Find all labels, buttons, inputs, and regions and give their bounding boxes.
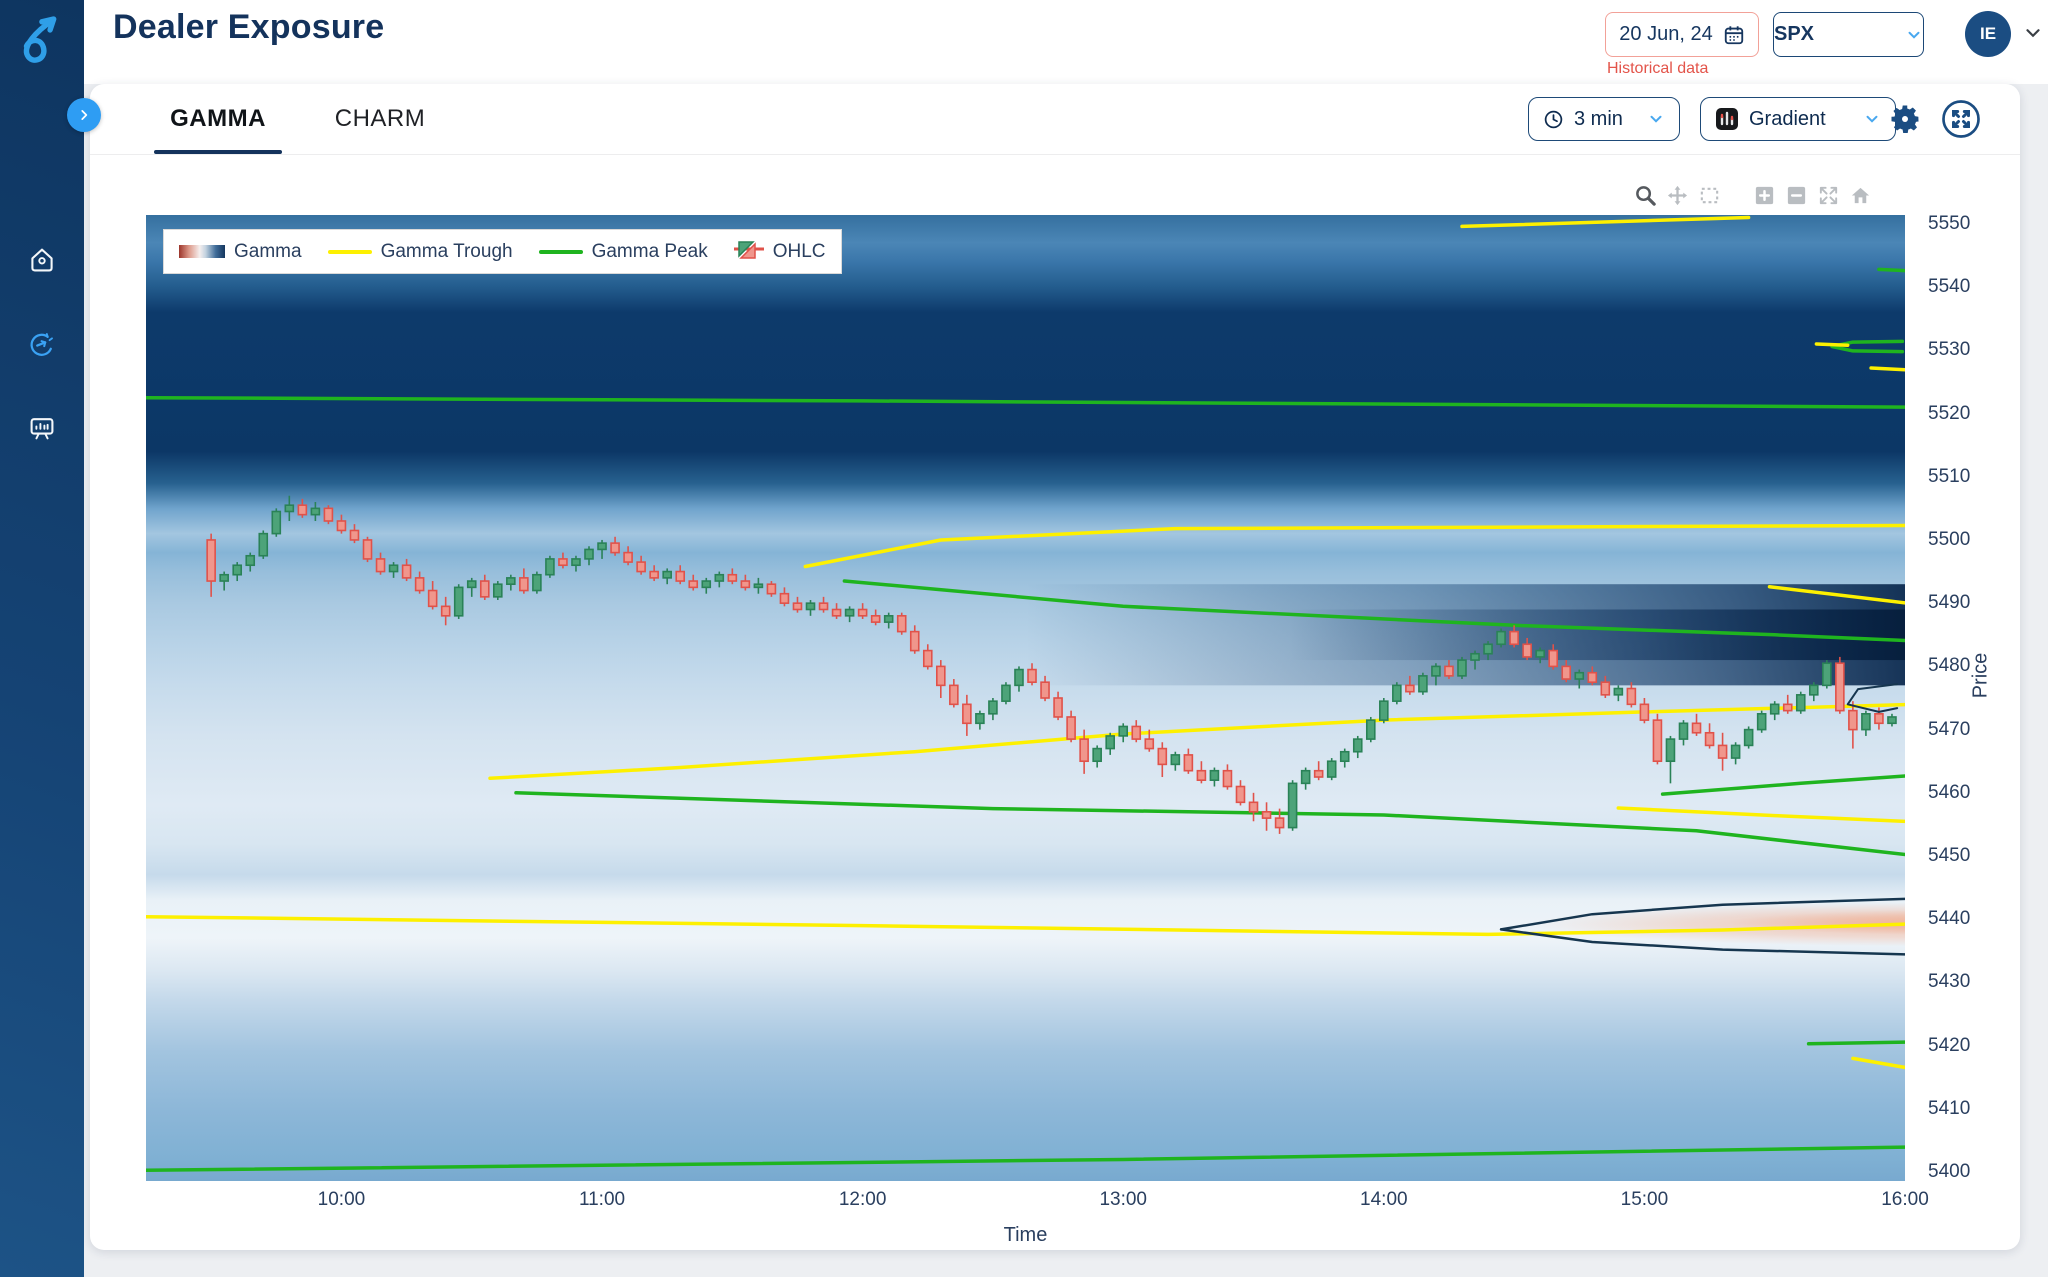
sidebar bbox=[0, 0, 84, 1277]
gamma-chart[interactable] bbox=[146, 215, 1905, 1181]
time-tick: 14:00 bbox=[1360, 1189, 1408, 1210]
sidebar-item-dashboard[interactable] bbox=[0, 400, 84, 456]
page-title: Dealer Exposure bbox=[113, 8, 385, 46]
legend-label: Gamma Trough bbox=[380, 240, 513, 262]
price-axis-title: Price bbox=[1969, 652, 1992, 699]
sidebar-collapse-button[interactable] bbox=[67, 98, 101, 132]
gamma-gradient-swatch bbox=[179, 245, 225, 258]
style-value: Gradient bbox=[1749, 107, 1826, 130]
time-tick: 16:00 bbox=[1881, 1189, 1929, 1210]
sidebar-item-dealer-exposure[interactable] bbox=[0, 316, 84, 372]
price-tick: 5450 bbox=[1928, 845, 1971, 867]
interval-value: 3 min bbox=[1574, 107, 1623, 130]
symbol-select[interactable]: SPX bbox=[1773, 12, 1924, 57]
price-tick: 5490 bbox=[1928, 592, 1971, 614]
price-tick: 5550 bbox=[1928, 212, 1971, 234]
legend-item-gamma-peak[interactable]: Gamma Peak bbox=[538, 240, 708, 263]
chevron-down-icon bbox=[1650, 115, 1662, 123]
tab-divider bbox=[90, 154, 2020, 155]
pan-icon[interactable] bbox=[1666, 184, 1689, 207]
tab-charm[interactable]: CHARM bbox=[334, 105, 426, 132]
chart-card: GAMMA CHARM 3 min Gradient bbox=[90, 84, 2020, 1250]
avatar[interactable]: IE bbox=[1965, 11, 2011, 57]
ohlc-swatch bbox=[733, 237, 764, 266]
price-tick: 5480 bbox=[1928, 655, 1971, 677]
symbol-value: SPX bbox=[1774, 23, 1815, 45]
sidebar-item-home[interactable] bbox=[0, 232, 84, 288]
price-tick: 5510 bbox=[1928, 465, 1971, 487]
legend-item-gamma-trough[interactable]: Gamma Trough bbox=[327, 240, 513, 263]
price-tick: 5420 bbox=[1928, 1034, 1971, 1056]
price-tick: 5410 bbox=[1928, 1097, 1971, 1119]
box-select-icon[interactable] bbox=[1698, 184, 1721, 207]
gauge-icon bbox=[30, 333, 53, 356]
zoom-in-icon[interactable] bbox=[1753, 184, 1776, 207]
tab-gamma[interactable]: GAMMA bbox=[144, 84, 292, 154]
historical-data-note: Historical data bbox=[1607, 60, 1709, 77]
reset-axes-icon[interactable] bbox=[1849, 184, 1872, 207]
chevron-down-icon bbox=[1866, 115, 1878, 123]
home-icon bbox=[31, 248, 53, 272]
clock-icon bbox=[1544, 110, 1563, 128]
fullscreen-icon bbox=[1942, 100, 1980, 138]
style-select[interactable]: Gradient bbox=[1700, 97, 1896, 141]
price-tick: 5500 bbox=[1928, 528, 1971, 550]
chevron-down-icon bbox=[1908, 31, 1920, 39]
chart-legend: Gamma Gamma Trough Gamma Peak OHLC bbox=[163, 229, 842, 274]
time-tick: 11:00 bbox=[578, 1189, 626, 1210]
time-tick: 15:00 bbox=[1620, 1189, 1669, 1210]
gamma-heatmap-canvas bbox=[146, 215, 1905, 1181]
fullscreen-button[interactable] bbox=[1939, 97, 1983, 141]
interval-select[interactable]: 3 min bbox=[1528, 97, 1680, 141]
price-tick: 5520 bbox=[1928, 402, 1971, 424]
price-tick: 5470 bbox=[1928, 718, 1971, 740]
chevron-right-icon bbox=[81, 110, 88, 120]
time-axis-title: Time bbox=[1003, 1224, 1048, 1246]
time-tick: 13:00 bbox=[1099, 1189, 1147, 1210]
plotly-modebar bbox=[1634, 184, 1872, 207]
peak-line-swatch bbox=[538, 249, 583, 254]
zoom-icon[interactable] bbox=[1634, 184, 1657, 207]
legend-label: OHLC bbox=[772, 240, 826, 262]
price-tick: 5400 bbox=[1928, 1161, 1971, 1183]
legend-item-gamma[interactable]: Gamma bbox=[179, 241, 302, 263]
chevron-down-icon[interactable] bbox=[2022, 22, 2044, 44]
price-tick: 5530 bbox=[1928, 339, 1971, 361]
trough-line-swatch bbox=[327, 249, 372, 254]
board-icon bbox=[30, 418, 54, 440]
time-tick: 12:00 bbox=[838, 1189, 887, 1210]
date-picker[interactable]: 20 Jun, 24 bbox=[1605, 12, 1759, 57]
legend-item-ohlc[interactable]: OHLC bbox=[733, 237, 826, 266]
zoom-out-icon[interactable] bbox=[1785, 184, 1808, 207]
price-tick: 5440 bbox=[1928, 908, 1971, 930]
time-tick: 10:00 bbox=[317, 1189, 366, 1210]
price-tick: 5540 bbox=[1928, 276, 1971, 298]
autoscale-icon[interactable] bbox=[1817, 184, 1840, 207]
price-tick: 5460 bbox=[1928, 781, 1971, 803]
price-tick: 5430 bbox=[1928, 971, 1971, 993]
gamma-logo-icon bbox=[23, 16, 57, 63]
date-value: 20 Jun, 24 bbox=[1619, 23, 1713, 45]
header: Dealer Exposure 20 Jun, 24 Historical da… bbox=[84, 0, 2048, 84]
gradient-style-icon bbox=[1716, 108, 1738, 130]
settings-button[interactable] bbox=[1883, 97, 1927, 141]
legend-label: Gamma bbox=[234, 240, 302, 262]
legend-label: Gamma Peak bbox=[591, 240, 708, 262]
calendar-icon bbox=[1724, 25, 1743, 44]
settings-gear-icon bbox=[1891, 105, 1920, 133]
